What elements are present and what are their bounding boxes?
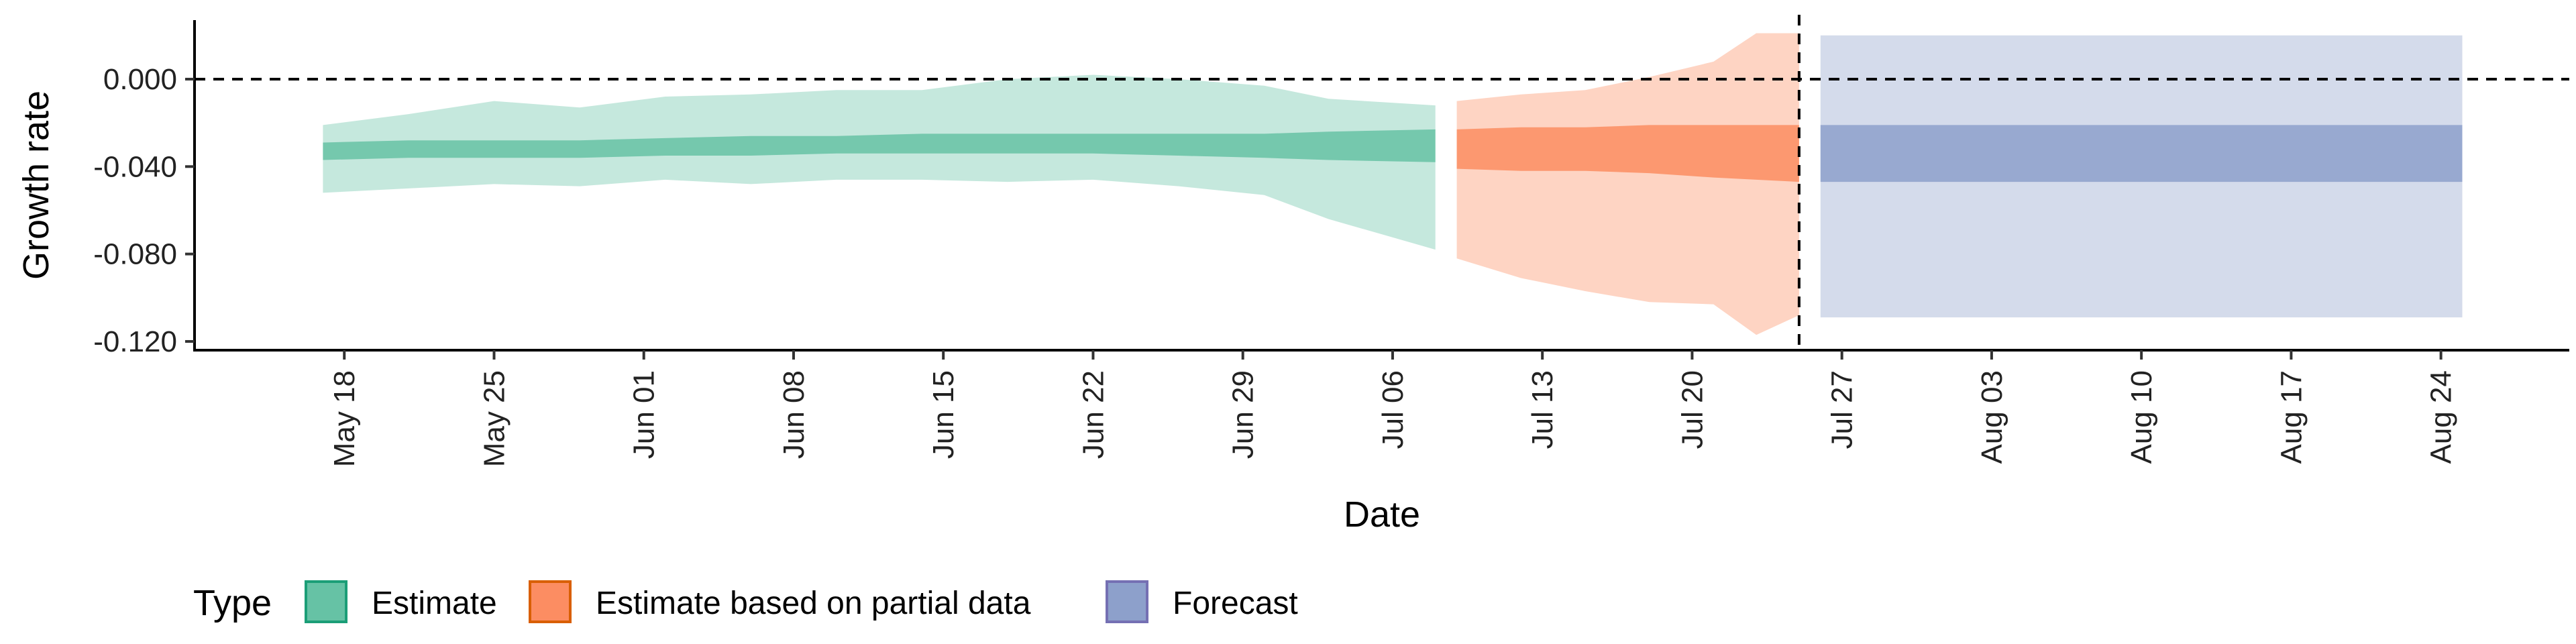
series-bands	[323, 33, 2463, 335]
y-tick-label: 0.000	[103, 63, 177, 96]
legend-key-1	[305, 580, 347, 623]
y-tick-label: -0.040	[93, 150, 177, 183]
axes	[185, 20, 2569, 360]
x-tick-label: Aug 03	[1976, 370, 2008, 464]
legend-label-2: Estimate based on partial data	[596, 586, 1031, 621]
x-axis-title: Date	[1344, 494, 1420, 535]
legend-label-1: Estimate	[372, 586, 497, 621]
x-tick-label: May 25	[478, 370, 511, 467]
x-tick-label: Jul 13	[1526, 370, 1559, 449]
legend-title: Type	[193, 583, 272, 623]
x-tick-label: Jun 22	[1077, 370, 1110, 459]
forecast-band-50	[1820, 125, 2463, 182]
estimate-based-on-partial-data-band-50	[1456, 125, 1799, 182]
reference-lines	[195, 15, 2569, 350]
x-tick-label: Jun 29	[1227, 370, 1260, 459]
legend-key-3	[1106, 580, 1148, 623]
x-tick-label: Jun 15	[927, 370, 960, 459]
y-tick-label: -0.120	[93, 325, 177, 358]
estimate-band-50	[323, 129, 1436, 162]
x-tick-label: Aug 17	[2275, 370, 2308, 464]
x-tick-label: Aug 10	[2125, 370, 2158, 464]
y-axis-title: Growth rate	[16, 91, 56, 280]
tick-labels: 0.000 -0.040 -0.080 -0.120 May 18 May 25 Jun 0…	[93, 63, 2457, 467]
x-tick-label: Aug 24	[2425, 370, 2458, 464]
x-tick-label: Jun 01	[628, 370, 661, 459]
estimate-based-on-partial-data-band-90	[1456, 33, 1799, 335]
legend-key-2	[529, 580, 572, 623]
legend: Type Estimate Estimate based on partial d…	[193, 580, 1298, 623]
x-tick-label: Jul 20	[1676, 370, 1709, 449]
x-tick-label: May 18	[328, 370, 361, 467]
y-tick-label: -0.080	[93, 238, 177, 271]
x-tick-label: Jul 06	[1377, 370, 1409, 449]
legend-label-3: Forecast	[1173, 586, 1298, 621]
x-tick-label: Jul 27	[1826, 370, 1859, 449]
x-tick-label: Jun 08	[777, 370, 810, 459]
estimate-band-90	[323, 74, 1436, 250]
